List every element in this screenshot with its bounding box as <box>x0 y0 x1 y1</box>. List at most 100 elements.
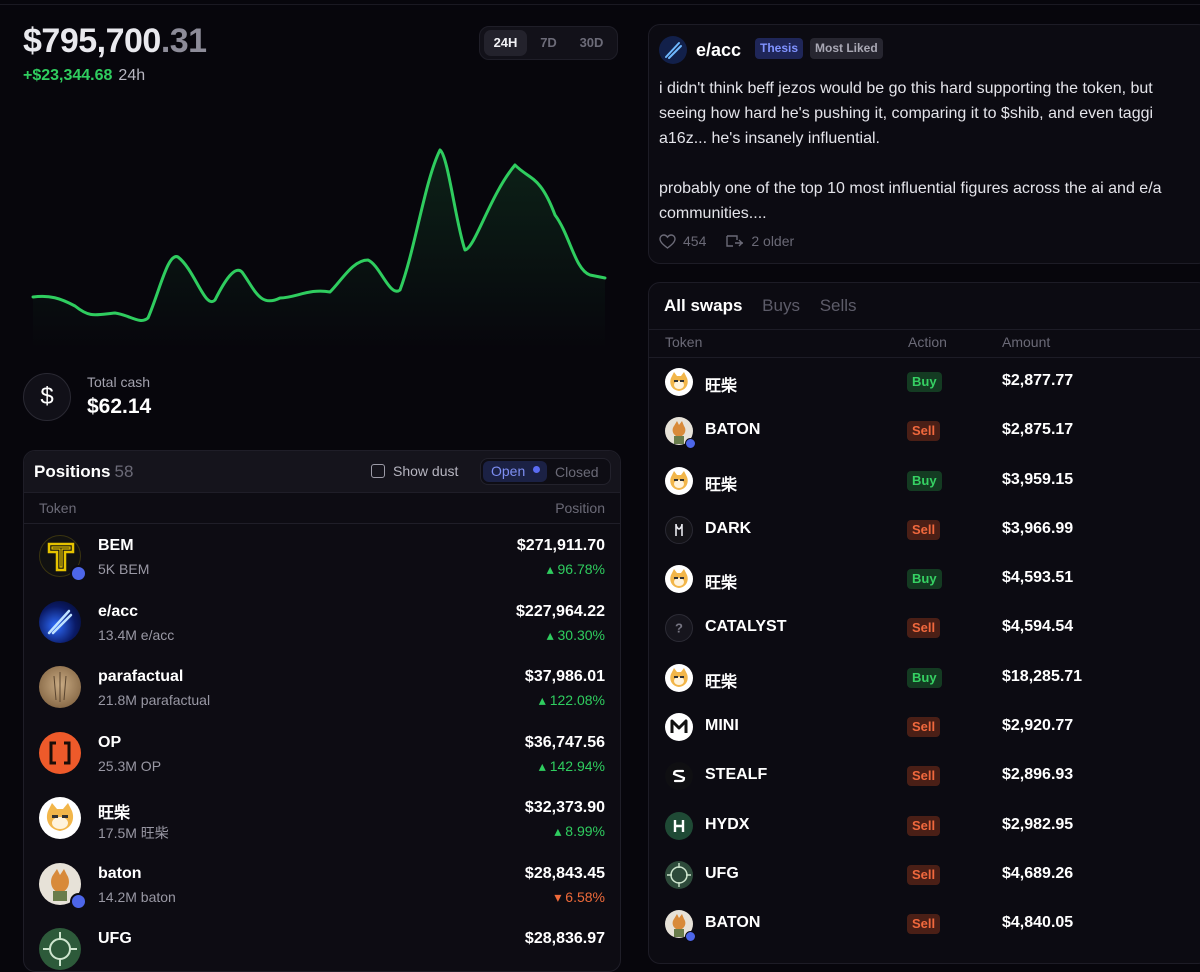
most-liked-tag: Most Liked <box>810 38 883 59</box>
position-row[interactable]: OP 25.3M OP $36,747.56 ▴ 142.94% <box>24 721 620 787</box>
swap-amount: $2,877.77 <box>1002 372 1074 389</box>
tab-sells[interactable]: Sells <box>819 296 857 315</box>
swap-amount: $2,875.17 <box>1002 421 1074 439</box>
range-24h-button[interactable]: 24H <box>484 30 527 56</box>
swap-amount: $2,982.95 <box>1002 815 1074 833</box>
show-dust-checkbox[interactable]: Show dust <box>371 463 458 479</box>
total-cash-label: Total cash <box>87 374 151 390</box>
verified-badge-icon <box>70 892 87 910</box>
positions-columns: Token Position <box>24 493 620 524</box>
divider <box>649 357 1200 358</box>
post-meta: 454 2 older <box>659 233 794 249</box>
like-count: 454 <box>683 233 707 249</box>
swap-row[interactable]: DARK Sell $3,966.99 <box>649 506 1200 555</box>
shiba-icon <box>665 565 693 594</box>
position-row[interactable]: parafactual 21.8M parafactual $37,986.01… <box>24 655 620 721</box>
buy-badge: Buy <box>907 372 942 392</box>
swap-row[interactable]: 旺柴 Buy $3,959.15 <box>649 457 1200 506</box>
swap-token: DARK <box>705 519 752 537</box>
ufg-logo-icon <box>39 928 81 970</box>
position-row[interactable]: BEM 5K BEM $271,911.70 ▴ 96.78% <box>24 524 620 590</box>
position-row[interactable]: e/acc 13.4M e/acc $227,964.22 ▴ 30.30% <box>24 590 620 656</box>
checkbox-icon <box>371 464 385 478</box>
active-dot-icon <box>533 466 540 473</box>
swap-row[interactable]: UFG Sell $4,689.26 <box>649 851 1200 900</box>
position-row[interactable]: 旺柴 17.5M 旺柴 $32,373.90 ▴ 8.99% <box>24 786 620 852</box>
tab-buys[interactable]: Buys <box>762 296 800 315</box>
swap-row[interactable]: BATON Sell $4,840.05 <box>649 900 1200 949</box>
dark-icon <box>665 515 693 544</box>
swap-row[interactable]: 旺柴 Buy $4,593.51 <box>649 555 1200 604</box>
eacc-avatar-icon <box>659 36 687 64</box>
position-row[interactable]: baton 14.2M baton $28,843.45 ▾ 6.58% <box>24 852 620 918</box>
up-arrow-icon: ▴ <box>546 561 558 577</box>
up-arrow-icon: ▴ <box>554 823 566 839</box>
reply-thread-icon[interactable] <box>726 234 744 248</box>
shiba-icon <box>665 368 693 396</box>
buy-badge: Buy <box>907 470 942 491</box>
thesis-tag: Thesis <box>755 38 804 59</box>
post-author[interactable]: e/acc <box>696 40 742 60</box>
post-body: i didn't think beff jezos would be go th… <box>659 80 1162 222</box>
chart-line <box>31 148 607 322</box>
older-count[interactable]: 2 older <box>751 233 795 249</box>
range-30d-button[interactable]: 30D <box>579 35 604 50</box>
divider <box>649 329 1200 330</box>
verified-badge-icon <box>70 565 87 582</box>
portfolio-column: $795,700.31 +$23,344.68 24h 24H 7D 30D $ … <box>23 22 621 972</box>
range-7d-button[interactable]: 7D <box>540 35 557 50</box>
swap-token: 旺柴 <box>705 575 738 593</box>
top-divider <box>0 4 1200 5</box>
swap-token: 旺柴 <box>705 378 738 395</box>
closed-tab[interactable]: Closed <box>555 464 599 480</box>
down-arrow-icon: ▾ <box>554 888 566 905</box>
mini-icon <box>665 713 693 742</box>
swap-token: CATALYST <box>705 618 787 636</box>
swap-amount: $18,285.71 <box>1002 667 1083 685</box>
swap-amount: $4,689.26 <box>1002 864 1074 882</box>
swap-row[interactable]: MINI Sell $2,920.77 <box>649 703 1200 752</box>
op-logo-icon <box>39 731 81 774</box>
swap-amount: $3,959.15 <box>1002 470 1074 488</box>
positions-title: Positions 58 <box>34 462 134 481</box>
swaps-tabs: All swaps Buys Sells <box>664 296 872 316</box>
sell-badge: Sell <box>907 519 941 540</box>
swap-token: MINI <box>705 717 739 735</box>
positions-header: Positions 58 Show dust Open Closed <box>24 451 620 493</box>
swap-amount: $2,896.93 <box>1002 766 1074 784</box>
ufg-icon <box>665 860 693 889</box>
sell-badge: Sell <box>907 421 941 442</box>
sell-badge: Sell <box>907 815 941 836</box>
swap-row[interactable]: 旺柴 Buy $18,285.71 <box>649 654 1200 703</box>
swap-row[interactable]: ? CATALYST Sell $4,594.54 <box>649 604 1200 653</box>
parafactual-logo-icon <box>39 666 81 708</box>
swap-token: BATON <box>705 421 761 439</box>
buy-badge: Buy <box>907 667 942 688</box>
shiba-icon <box>665 466 693 495</box>
swap-row[interactable]: STEALF Sell $2,896.93 <box>649 752 1200 801</box>
thesis-post: e/acc Thesis Most Liked i didn't think b… <box>648 24 1200 264</box>
portfolio-balance: $795,700.31 <box>23 22 207 60</box>
tab-all-swaps[interactable]: All swaps <box>664 296 743 315</box>
swap-row[interactable]: BATON Sell $2,875.17 <box>649 407 1200 456</box>
up-arrow-icon: ▴ <box>546 626 558 643</box>
shiba-icon <box>665 663 693 692</box>
dollar-icon: $ <box>23 373 71 421</box>
buy-badge: Buy <box>907 569 942 590</box>
sell-badge: Sell <box>907 618 941 639</box>
eacc-logo-icon <box>39 600 81 643</box>
swap-token: STEALF <box>705 766 768 784</box>
heart-icon[interactable] <box>659 233 676 249</box>
swap-amount: $4,840.05 <box>1002 914 1074 932</box>
open-tab[interactable]: Open <box>483 461 547 482</box>
swap-amount: $3,966.99 <box>1002 519 1074 537</box>
total-cash-value: $62.14 <box>87 395 152 418</box>
swap-token: 旺柴 <box>705 476 738 494</box>
stealf-icon <box>665 762 693 791</box>
swap-token: HYDX <box>705 815 750 833</box>
swap-row[interactable]: 旺柴 Buy $2,877.77 <box>649 358 1200 407</box>
sell-badge: Sell <box>907 766 941 787</box>
swap-row[interactable]: HYDX Sell $2,982.95 <box>649 802 1200 851</box>
shiba-logo-icon <box>39 797 81 839</box>
up-arrow-icon: ▴ <box>538 757 550 774</box>
